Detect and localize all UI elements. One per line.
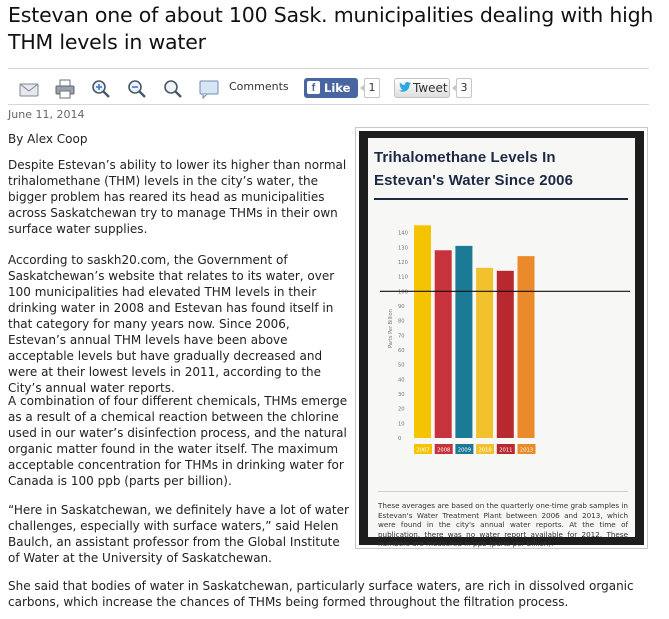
infographic-note-divider — [378, 491, 628, 492]
zoom-in-icon[interactable] — [90, 78, 112, 100]
tweet-count: 3 — [452, 78, 472, 98]
y-tick-label: 10 — [398, 421, 405, 427]
article-paragraph: “Here in Saskatchewan, we definitely hav… — [8, 503, 349, 565]
y-tick-label: 40 — [398, 377, 405, 383]
article-date: June 11, 2014 — [8, 108, 85, 121]
bar-2011 — [496, 270, 514, 438]
y-tick-label: 70 — [398, 333, 405, 339]
infographic-title-rule — [374, 198, 628, 200]
y-tick-label: 140 — [398, 231, 408, 237]
toolbar-divider-top — [8, 68, 649, 69]
x-tick-label: 2013 — [520, 447, 533, 453]
bar-2008 — [434, 250, 452, 438]
x-tick-box-2007 — [414, 444, 432, 454]
bar-2009 — [455, 245, 473, 438]
email-icon[interactable] — [18, 78, 40, 100]
infographic-title-line1: Trihalomethane Levels In — [374, 149, 556, 166]
article-paragraph: A combination of four different chemical… — [8, 394, 348, 488]
facebook-like-button[interactable]: f Like — [304, 78, 358, 98]
x-tick-label: 2011 — [499, 447, 512, 453]
y-tick-label: 60 — [398, 348, 405, 354]
toolbar-divider-bottom — [8, 104, 649, 105]
y-tick-label: 110 — [398, 275, 408, 281]
x-tick-label: 2010 — [478, 447, 491, 453]
infographic-title: Trihalomethane Levels In Estevan's Water… — [374, 146, 629, 192]
article-paragraph: She said that bodies of water in Saskatc… — [8, 579, 634, 609]
article-headline: Estevan one of about 100 Sask. municipal… — [8, 3, 654, 54]
y-axis-label: Parts Per Billion — [388, 309, 394, 348]
y-tick-label: 30 — [398, 392, 405, 398]
y-tick-label: 0 — [398, 436, 401, 442]
x-tick-label: 2009 — [458, 447, 471, 453]
infographic-panel: Trihalomethane Levels In Estevan's Water… — [368, 138, 635, 548]
comment-icon[interactable] — [198, 78, 220, 100]
share-toolbar: Comments f Like 1 Tweet 3 — [8, 74, 649, 104]
y-tick-label: 80 — [398, 319, 405, 325]
y-tick-label: 120 — [398, 260, 408, 266]
x-tick-box-2011 — [496, 444, 515, 454]
zoom-out-icon[interactable] — [126, 78, 148, 100]
article-byline: By Alex Coop — [8, 132, 88, 146]
x-tick-label: 2008 — [437, 447, 450, 453]
like-count: 1 — [360, 78, 380, 98]
infographic-note: These averages are based on the quarterl… — [378, 501, 628, 549]
tweet-label: Tweet — [413, 81, 448, 95]
twitter-bird-icon — [399, 80, 412, 98]
bar-2007 — [414, 225, 431, 438]
search-icon[interactable] — [162, 78, 184, 100]
article-paragraph: According to saskh20.com, the Government… — [8, 253, 335, 395]
comments-link[interactable]: Comments — [229, 80, 289, 93]
article-paragraph: Despite Estevan’s ability to lower its h… — [8, 158, 347, 236]
bar-2010 — [476, 267, 494, 438]
x-tick-box-2013 — [517, 444, 536, 454]
x-tick-box-2009 — [455, 444, 474, 454]
y-tick-label: 20 — [398, 407, 405, 413]
print-icon[interactable] — [54, 78, 76, 100]
infographic: Trihalomethane Levels In Estevan's Water… — [355, 127, 648, 549]
y-tick-label: 90 — [398, 304, 405, 310]
thm-bar-chart: 0 10 20 30 40 50 60 70 80 90 100 110 120 130 140 Parts … — [380, 225, 630, 454]
x-tick-box-2008 — [434, 444, 453, 454]
y-tick-label: 50 — [398, 363, 405, 369]
y-tick-label: 130 — [398, 245, 408, 251]
facebook-icon: f — [307, 81, 320, 94]
tweet-button[interactable]: Tweet — [394, 78, 450, 98]
bar-2013 — [517, 256, 535, 438]
x-tick-box-2010 — [476, 444, 495, 454]
x-tick-label: 2007 — [416, 447, 429, 453]
infographic-title-line2: Estevan's Water Since 2006 — [374, 172, 574, 189]
infographic-frame: Trihalomethane Levels In Estevan's Water… — [359, 131, 644, 548]
like-label: Like — [324, 81, 351, 95]
y-tick-label: 100 — [398, 289, 408, 295]
